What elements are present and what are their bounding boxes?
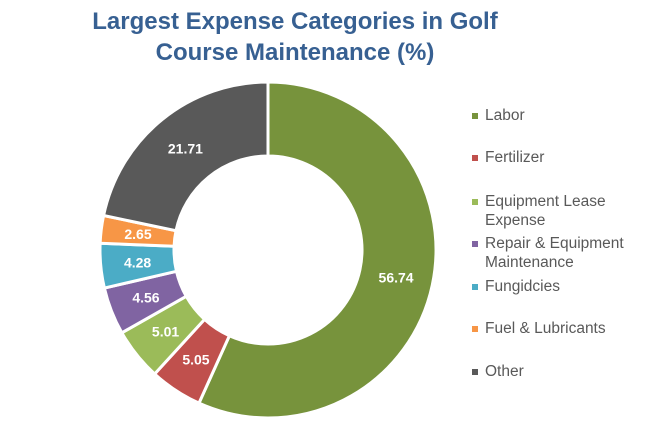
donut-slice-other bbox=[101, 80, 270, 233]
legend-swatch bbox=[472, 284, 478, 290]
data-label: 4.56 bbox=[132, 290, 159, 306]
legend-label: Maintenance bbox=[485, 254, 574, 271]
legend-swatch bbox=[472, 155, 478, 161]
legend-label: Repair & Equipment bbox=[485, 235, 624, 252]
data-label: 21.71 bbox=[168, 140, 203, 156]
legend-label: Fungidcies bbox=[485, 278, 560, 295]
data-label: 56.74 bbox=[379, 270, 414, 286]
data-label: 4.28 bbox=[124, 254, 151, 270]
legend-swatch bbox=[472, 369, 478, 375]
data-label: 5.05 bbox=[182, 351, 209, 367]
legend-swatch bbox=[472, 326, 478, 332]
legend-swatch bbox=[472, 113, 478, 119]
legend-label: Fuel & Lubricants bbox=[485, 320, 606, 337]
data-label: 5.01 bbox=[152, 324, 179, 340]
legend-label: Labor bbox=[485, 107, 525, 124]
legend-item: Fungidcies bbox=[472, 277, 560, 296]
legend-label: Fertilizer bbox=[485, 149, 545, 166]
legend-item: Fuel & Lubricants bbox=[472, 319, 606, 338]
legend-swatch bbox=[472, 199, 478, 205]
donut-slice-labor bbox=[196, 80, 438, 420]
legend-label: Other bbox=[485, 363, 524, 380]
legend-item: Fertilizer bbox=[472, 148, 544, 167]
chart-title-line-2: Course Maintenance (%) bbox=[155, 39, 435, 66]
chart-title: Largest Expense Categories in Golf Cours… bbox=[0, 6, 590, 68]
legend-item: Repair & Equipment Maintenance bbox=[472, 234, 624, 272]
chart-title-line-1: Largest Expense Categories in Golf bbox=[92, 8, 498, 35]
legend-label: Expense bbox=[485, 212, 546, 229]
legend-item: Other bbox=[472, 362, 524, 381]
legend-item: Labor bbox=[472, 106, 525, 125]
legend-item: Equipment Lease Expense bbox=[472, 192, 606, 230]
legend-label: Equipment Lease bbox=[485, 193, 606, 210]
data-label: 2.65 bbox=[124, 226, 151, 242]
legend-swatch bbox=[472, 241, 478, 247]
